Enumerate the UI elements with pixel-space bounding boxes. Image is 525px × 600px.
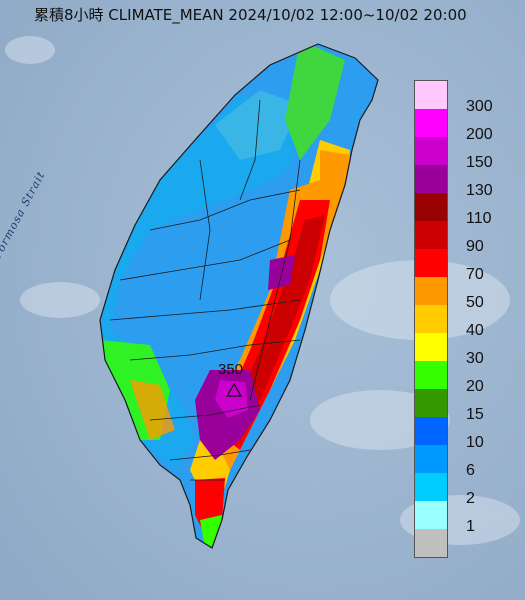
legend-swatch [415, 333, 447, 361]
max-location-triangle-icon [225, 382, 243, 397]
legend-swatch [415, 221, 447, 249]
legend-label: 200 [466, 126, 493, 143]
legend-label: 40 [466, 322, 484, 339]
legend-label: 150 [466, 154, 493, 171]
legend-label: 6 [466, 462, 475, 479]
county-boundaries [109, 99, 301, 481]
legend-label: 50 [466, 294, 484, 311]
legend-swatch [415, 361, 447, 389]
legend-label: 110 [466, 210, 492, 227]
legend-swatch [415, 445, 447, 473]
legend-label: 70 [466, 266, 484, 283]
legend-swatch [415, 473, 447, 501]
legend-label: 90 [466, 238, 484, 255]
map-title: 累積8小時 CLIMATE_MEAN 2024/10/02 12:00~10/0… [34, 6, 467, 24]
legend-color-bar [414, 80, 448, 558]
legend-label: 1 [466, 518, 475, 535]
legend-label: 300 [466, 98, 493, 115]
legend-swatch [415, 501, 447, 529]
legend-label: 15 [466, 406, 484, 423]
legend-swatch [415, 417, 447, 445]
taiwan-coastline [99, 43, 379, 549]
legend-swatch [415, 165, 447, 193]
legend-swatch [415, 529, 447, 557]
legend-swatch [415, 389, 447, 417]
legend-swatch [415, 109, 447, 137]
legend-swatch [415, 81, 447, 109]
legend-label: 130 [466, 182, 493, 199]
legend-swatch [415, 305, 447, 333]
legend-swatch [415, 277, 447, 305]
legend-label: 20 [466, 378, 484, 395]
legend-swatch [415, 137, 447, 165]
legend-label: 30 [466, 350, 484, 367]
legend-label: 2 [466, 490, 475, 507]
max-rainfall-value: 350 [218, 361, 244, 378]
legend-label: 10 [466, 434, 484, 451]
legend-swatch [415, 193, 447, 221]
legend-swatch [415, 249, 447, 277]
